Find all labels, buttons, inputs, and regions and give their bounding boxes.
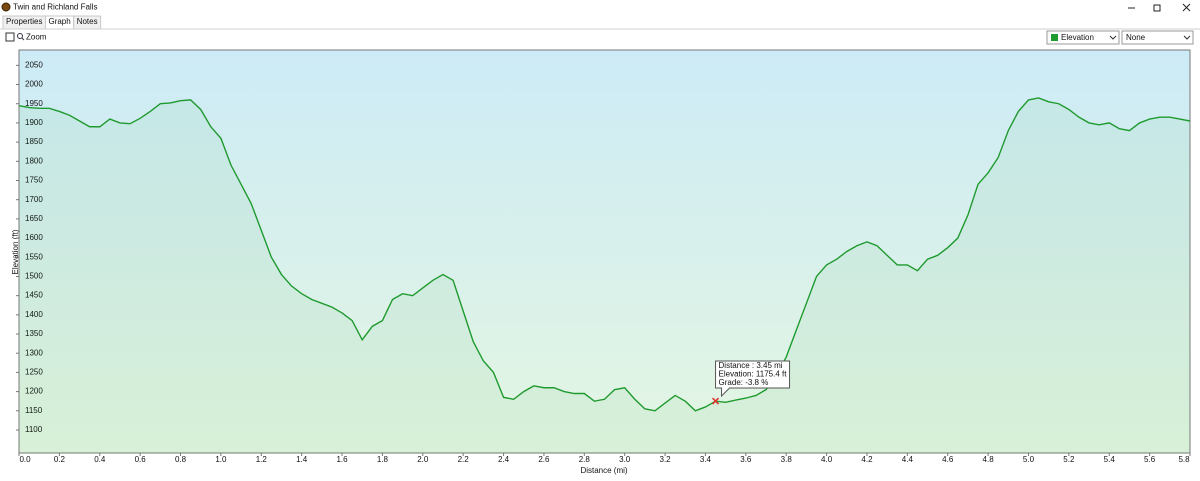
zoom-checkbox[interactable] bbox=[5, 32, 15, 42]
app-icon bbox=[1, 2, 11, 12]
x-tick-label: 3.2 bbox=[660, 455, 672, 464]
y-tick-label: 1200 bbox=[25, 387, 43, 396]
x-tick-label: 5.4 bbox=[1104, 455, 1116, 464]
x-axis-label: Distance (mi) bbox=[580, 466, 627, 475]
x-tick-label: 1.2 bbox=[256, 455, 268, 464]
x-tick-label: 5.0 bbox=[1023, 455, 1035, 464]
x-tick-label: 5.8 bbox=[1178, 455, 1190, 464]
x-tick-label: 3.0 bbox=[619, 455, 631, 464]
tooltip-line: Distance : 3.45 mi bbox=[719, 361, 783, 370]
y-tick-label: 1600 bbox=[25, 233, 43, 242]
x-tick-label: 2.4 bbox=[498, 455, 510, 464]
dropdown-arrow bbox=[1109, 35, 1117, 40]
x-tick-label: 1.8 bbox=[377, 455, 389, 464]
y-tick-label: 1350 bbox=[25, 329, 43, 338]
tab-bar: Properties Graph Notes bbox=[2, 15, 102, 30]
y-tick-label: 1550 bbox=[25, 252, 43, 261]
dropdown-arrow bbox=[1183, 35, 1191, 40]
x-tick-label: 4.0 bbox=[821, 455, 833, 464]
x-tick-label: 0.4 bbox=[94, 455, 106, 464]
y-tick-label: 1950 bbox=[25, 99, 43, 108]
y-tick-label: 1100 bbox=[25, 425, 43, 434]
x-tick-label: 3.6 bbox=[740, 455, 752, 464]
y-tick-label: 1750 bbox=[25, 176, 43, 185]
zoom-icon bbox=[17, 33, 23, 39]
tooltip-line: Elevation: 1175.4 ft bbox=[719, 370, 788, 379]
plot-area bbox=[18, 49, 1191, 454]
x-tick-label: 4.6 bbox=[942, 455, 954, 464]
y-tick-label: 1150 bbox=[25, 406, 43, 415]
tab-label[interactable]: Notes bbox=[77, 17, 98, 26]
close-button[interactable] bbox=[1182, 3, 1191, 12]
elevation-line bbox=[18, 97, 1191, 412]
y-tick-label: 1300 bbox=[25, 348, 43, 357]
tooltip-line: Grade: -3.8 % bbox=[719, 378, 769, 387]
y-tick-label: 2000 bbox=[25, 80, 43, 89]
x-tick-label: 4.4 bbox=[902, 455, 914, 464]
x-tick-label: 1.6 bbox=[336, 455, 348, 464]
x-tick-label: 5.6 bbox=[1144, 455, 1156, 464]
tooltip bbox=[715, 360, 791, 398]
position-marker bbox=[712, 397, 720, 405]
restore-button[interactable] bbox=[1153, 4, 1161, 12]
x-tick-label: 2.0 bbox=[417, 455, 429, 464]
y-tick-label: 1900 bbox=[25, 118, 43, 127]
x-tick-label: 4.2 bbox=[861, 455, 873, 464]
x-tick-label: 3.8 bbox=[781, 455, 793, 464]
x-tick-label: 4.8 bbox=[983, 455, 995, 464]
y-tick-label: 1250 bbox=[25, 368, 43, 377]
y-tick-label: 2050 bbox=[25, 60, 43, 69]
x-tick-label: 1.4 bbox=[296, 455, 308, 464]
x-tick-label: 0.0 bbox=[19, 455, 31, 464]
y-tick-label: 1850 bbox=[25, 137, 43, 146]
series-swatch bbox=[1051, 34, 1058, 41]
x-tick-label: 5.2 bbox=[1063, 455, 1075, 464]
x-tick-label: 3.4 bbox=[700, 455, 712, 464]
zoom-icon-handle bbox=[21, 37, 25, 41]
window-title: Twin and Richland Falls bbox=[13, 3, 97, 12]
y-tick-label: 1500 bbox=[25, 272, 43, 281]
x-tick-label: 2.2 bbox=[458, 455, 470, 464]
y-tick-label: 1450 bbox=[25, 291, 43, 300]
tab-label[interactable]: Properties bbox=[6, 17, 42, 26]
x-tick-label: 0.2 bbox=[54, 455, 66, 464]
secondary-dropdown[interactable] bbox=[1121, 30, 1194, 45]
x-tick-label: 2.6 bbox=[538, 455, 550, 464]
x-tick-label: 1.0 bbox=[215, 455, 227, 464]
series-dropdown-label[interactable]: Elevation bbox=[1061, 33, 1094, 42]
secondary-dropdown-label[interactable]: None bbox=[1126, 33, 1146, 42]
x-tick-label: 0.8 bbox=[175, 455, 187, 464]
y-tick-label: 1650 bbox=[25, 214, 43, 223]
tab-label[interactable]: Graph bbox=[48, 17, 70, 26]
y-tick-label: 1800 bbox=[25, 156, 43, 165]
y-tick-label: 1700 bbox=[25, 195, 43, 204]
y-tick-label: 1400 bbox=[25, 310, 43, 319]
y-axis-label: Elevation (ft) bbox=[11, 229, 20, 274]
x-tick-label: 0.6 bbox=[135, 455, 147, 464]
zoom-label[interactable]: Zoom bbox=[26, 33, 47, 42]
x-tick-label: 2.8 bbox=[579, 455, 591, 464]
elevation-area bbox=[19, 97, 1190, 453]
series-dropdown[interactable] bbox=[1046, 30, 1120, 45]
